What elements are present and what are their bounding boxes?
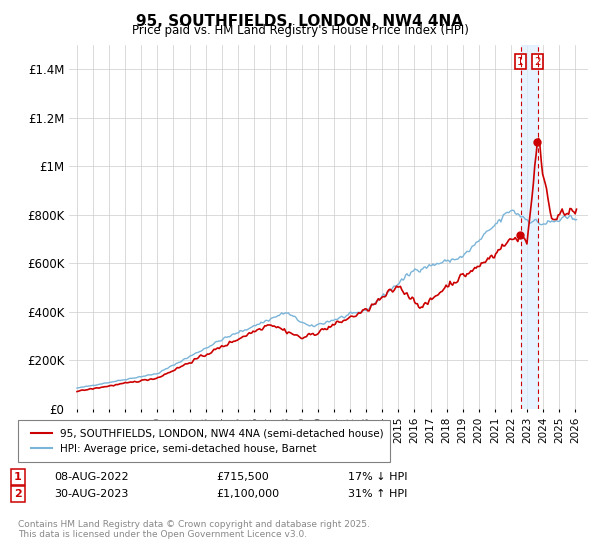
Bar bbox=[521, 45, 538, 409]
Text: Contains HM Land Registry data © Crown copyright and database right 2025.
This d: Contains HM Land Registry data © Crown c… bbox=[18, 520, 370, 539]
Text: 31% ↑ HPI: 31% ↑ HPI bbox=[348, 489, 407, 499]
Text: 1: 1 bbox=[517, 57, 524, 67]
Text: 1: 1 bbox=[14, 472, 22, 482]
Text: £715,500: £715,500 bbox=[216, 472, 269, 482]
Text: 08-AUG-2022: 08-AUG-2022 bbox=[54, 472, 128, 482]
Text: Price paid vs. HM Land Registry's House Price Index (HPI): Price paid vs. HM Land Registry's House … bbox=[131, 24, 469, 37]
Legend: 95, SOUTHFIELDS, LONDON, NW4 4NA (semi-detached house), HPI: Average price, semi: 95, SOUTHFIELDS, LONDON, NW4 4NA (semi-d… bbox=[27, 424, 388, 458]
Text: £1,100,000: £1,100,000 bbox=[216, 489, 279, 499]
Text: 2: 2 bbox=[14, 489, 22, 499]
Text: 95, SOUTHFIELDS, LONDON, NW4 4NA: 95, SOUTHFIELDS, LONDON, NW4 4NA bbox=[137, 14, 464, 29]
Text: 30-AUG-2023: 30-AUG-2023 bbox=[54, 489, 128, 499]
Text: 2: 2 bbox=[534, 57, 541, 67]
FancyBboxPatch shape bbox=[18, 420, 390, 462]
Text: 17% ↓ HPI: 17% ↓ HPI bbox=[348, 472, 407, 482]
